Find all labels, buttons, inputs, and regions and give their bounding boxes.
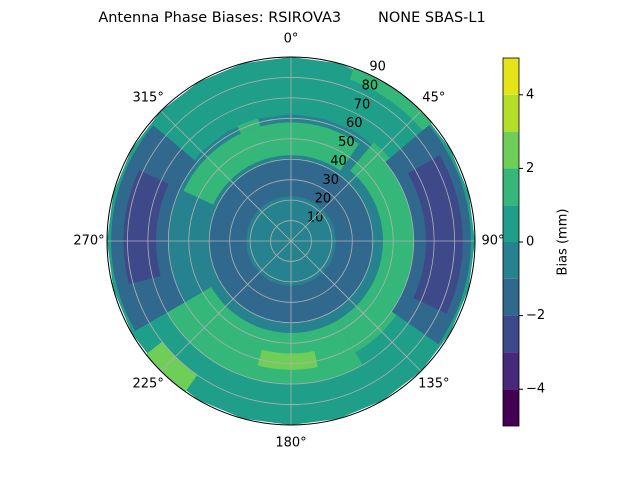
colorbar-tick-label: −4 bbox=[526, 382, 545, 397]
theta-tick-label: 180° bbox=[275, 436, 306, 451]
r-tick-label: 40 bbox=[330, 154, 347, 169]
r-tick-label: 90 bbox=[369, 60, 386, 75]
contour-region bbox=[146, 341, 198, 392]
theta-tick-label: 315° bbox=[133, 91, 164, 106]
r-tick-label: 10 bbox=[307, 211, 324, 226]
theta-tick-label: 135° bbox=[418, 376, 449, 391]
colorbar-bin bbox=[503, 58, 519, 95]
grid-spoke bbox=[160, 110, 292, 242]
contour-region bbox=[349, 68, 432, 131]
chart-title: Antenna Phase Biases: RSIROVA3 NONE SBAS… bbox=[98, 10, 485, 26]
colorbar-tick-label: 4 bbox=[526, 87, 534, 102]
colorbar-label: Bias (mm) bbox=[556, 209, 571, 276]
colorbar-bin bbox=[503, 352, 519, 390]
grid-spoke bbox=[290, 110, 422, 242]
theta-tick-label: 270° bbox=[73, 234, 104, 249]
r-tick-label: 30 bbox=[322, 173, 339, 188]
colorbar-bin bbox=[503, 168, 519, 206]
colorbar-bin bbox=[503, 389, 519, 426]
colorbar-tick-label: 2 bbox=[526, 161, 534, 176]
contour-region bbox=[183, 122, 359, 205]
r-tick-label: 60 bbox=[346, 116, 363, 131]
r-tick-label: 70 bbox=[354, 97, 371, 112]
r-tick-label: 20 bbox=[315, 192, 332, 207]
theta-tick-label: 45° bbox=[422, 91, 445, 106]
contour-region bbox=[407, 155, 463, 314]
colorbar-bin bbox=[503, 131, 519, 169]
colorbar-tick-label: −2 bbox=[526, 308, 545, 323]
r-tick-label: 80 bbox=[362, 78, 379, 93]
colorbar-bin bbox=[503, 278, 519, 316]
colorbar-bin bbox=[503, 205, 519, 242]
theta-tick-label: 0° bbox=[284, 32, 299, 47]
contour-region bbox=[257, 349, 318, 370]
r-tick-label: 50 bbox=[338, 135, 355, 150]
theta-tick-label: 225° bbox=[133, 376, 164, 391]
grid-spoke bbox=[160, 240, 292, 372]
colorbar-bin bbox=[503, 315, 519, 353]
theta-tick-label: 90° bbox=[481, 234, 504, 249]
polar-frame bbox=[106, 56, 476, 426]
colorbar-tick-label: 0 bbox=[526, 235, 534, 250]
grid-spoke bbox=[290, 240, 422, 372]
colorbar-bin bbox=[503, 242, 519, 279]
contour-region bbox=[123, 170, 169, 285]
colorbar-bin bbox=[503, 94, 519, 132]
